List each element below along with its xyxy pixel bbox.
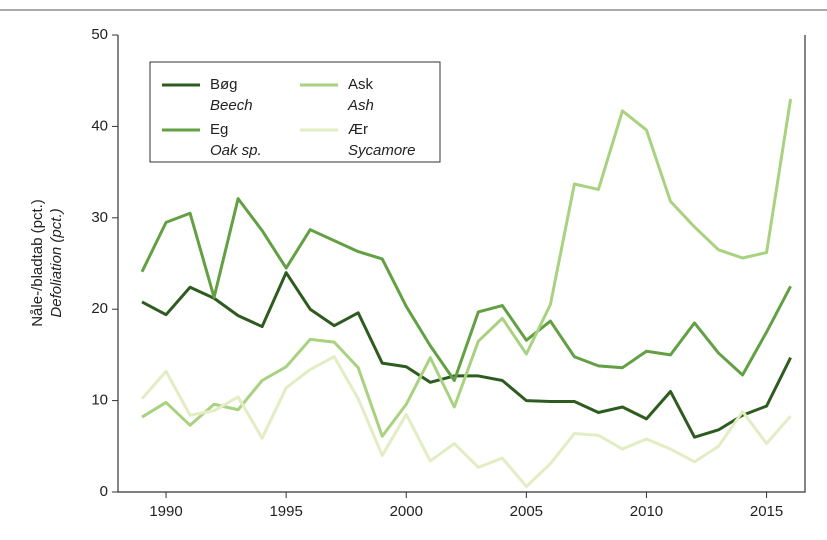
series-line <box>140 355 792 489</box>
legend-label-latin: Sycamore <box>348 142 416 159</box>
legend-label: Eg <box>210 121 228 138</box>
y-tick-label: 50 <box>91 26 108 43</box>
legend-label-latin: Ash <box>347 97 374 114</box>
y-label: Nåle-/bladtab (pct.) <box>29 199 46 327</box>
legend-label: Ær <box>348 121 368 138</box>
legend-label: Ask <box>348 76 374 93</box>
y-tick-label: 30 <box>91 209 108 226</box>
x-tick-label: 2005 <box>510 503 543 520</box>
y-tick-label: 10 <box>91 392 108 409</box>
x-tick-label: 2000 <box>390 503 423 520</box>
x-tick-label: 1995 <box>269 503 302 520</box>
y-axis-label: Nåle-/bladtab (pct.) Defoliation (pct.) <box>29 199 65 327</box>
y-tick-label: 20 <box>91 300 108 317</box>
series-line <box>140 197 792 382</box>
legend-box <box>149 61 441 163</box>
y-tick-label: 40 <box>91 117 108 134</box>
legend-label-latin: Beech <box>210 97 253 114</box>
series-line <box>141 271 792 439</box>
x-tick-label: 2010 <box>630 503 663 520</box>
y-tick-label: 0 <box>100 483 108 500</box>
legend-label: Bøg <box>210 76 238 93</box>
x-tick-label: 2015 <box>750 503 783 520</box>
x-tick-label: 1990 <box>149 503 182 520</box>
plot-frame <box>117 35 806 493</box>
series-line <box>141 98 793 438</box>
y-label-latin: Defoliation (pct.) <box>48 208 65 317</box>
legend-label-latin: Oak sp. <box>210 142 262 159</box>
